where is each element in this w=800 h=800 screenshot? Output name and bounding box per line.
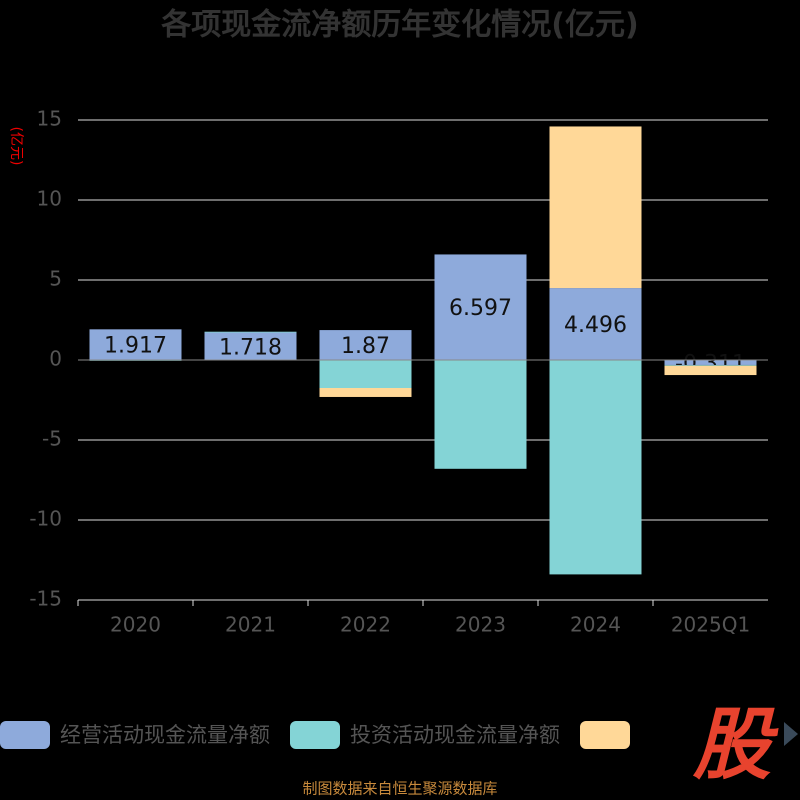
y-tick-label: -5 [42,427,62,451]
x-tick-label: 2021 [225,613,276,637]
bar [319,330,412,360]
bar [319,360,412,388]
bar [549,360,642,575]
x-tick-label: 2024 [570,613,621,637]
y-tick-label: 0 [49,347,62,371]
x-tick-label: 2020 [110,613,161,637]
data-label: 1.718 [219,335,282,360]
legend-swatch[interactable] [290,721,340,749]
bar [664,360,757,365]
data-label: 6.597 [449,296,512,321]
bar [204,332,297,360]
bar [664,364,757,366]
data-label: 4.496 [564,313,627,338]
bar [434,360,527,469]
y-axis-label: (亿元) [8,127,24,166]
y-tick-label: -15 [29,587,62,611]
bar [89,329,182,360]
x-tick-label: 2022 [340,613,391,637]
y-tick-label: 15 [37,107,62,131]
watermark: 股 [692,700,779,790]
data-label: 1.917 [104,334,167,359]
legend-swatch[interactable] [580,721,630,749]
y-tick-label: 5 [49,267,62,291]
legend-label[interactable]: 投资活动现金流量净额 [350,723,560,747]
bar [319,388,412,397]
y-tick-label: 10 [37,187,62,211]
chart-title: 各项现金流净额历年变化情况(亿元) [160,8,638,43]
x-tick-label: 2025Q1 [671,613,750,637]
legend-swatch[interactable] [0,721,50,749]
x-tick-label: 2023 [455,613,506,637]
bar [549,126,642,289]
bar [204,331,297,333]
data-label: 1.87 [341,334,390,359]
bar [664,365,757,376]
source: 制图数据来自恒生聚源数据库 [302,780,497,798]
y-tick-label: -10 [29,507,62,531]
bar [434,254,527,360]
legend-arrow[interactable] [784,722,798,746]
legend-label[interactable]: 经营活动现金流量净额 [60,723,270,747]
bar [549,288,642,360]
